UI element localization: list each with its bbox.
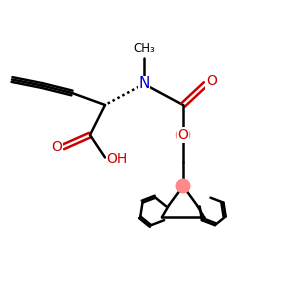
Text: O: O — [206, 74, 217, 88]
Circle shape — [176, 128, 190, 142]
Text: OH: OH — [106, 152, 128, 166]
Text: O: O — [52, 140, 62, 154]
Text: O: O — [178, 128, 188, 142]
Text: N: N — [138, 76, 150, 92]
Text: CH₃: CH₃ — [133, 42, 155, 56]
Text: CH₃: CH₃ — [134, 44, 154, 55]
Circle shape — [176, 179, 190, 193]
Circle shape — [176, 179, 190, 193]
